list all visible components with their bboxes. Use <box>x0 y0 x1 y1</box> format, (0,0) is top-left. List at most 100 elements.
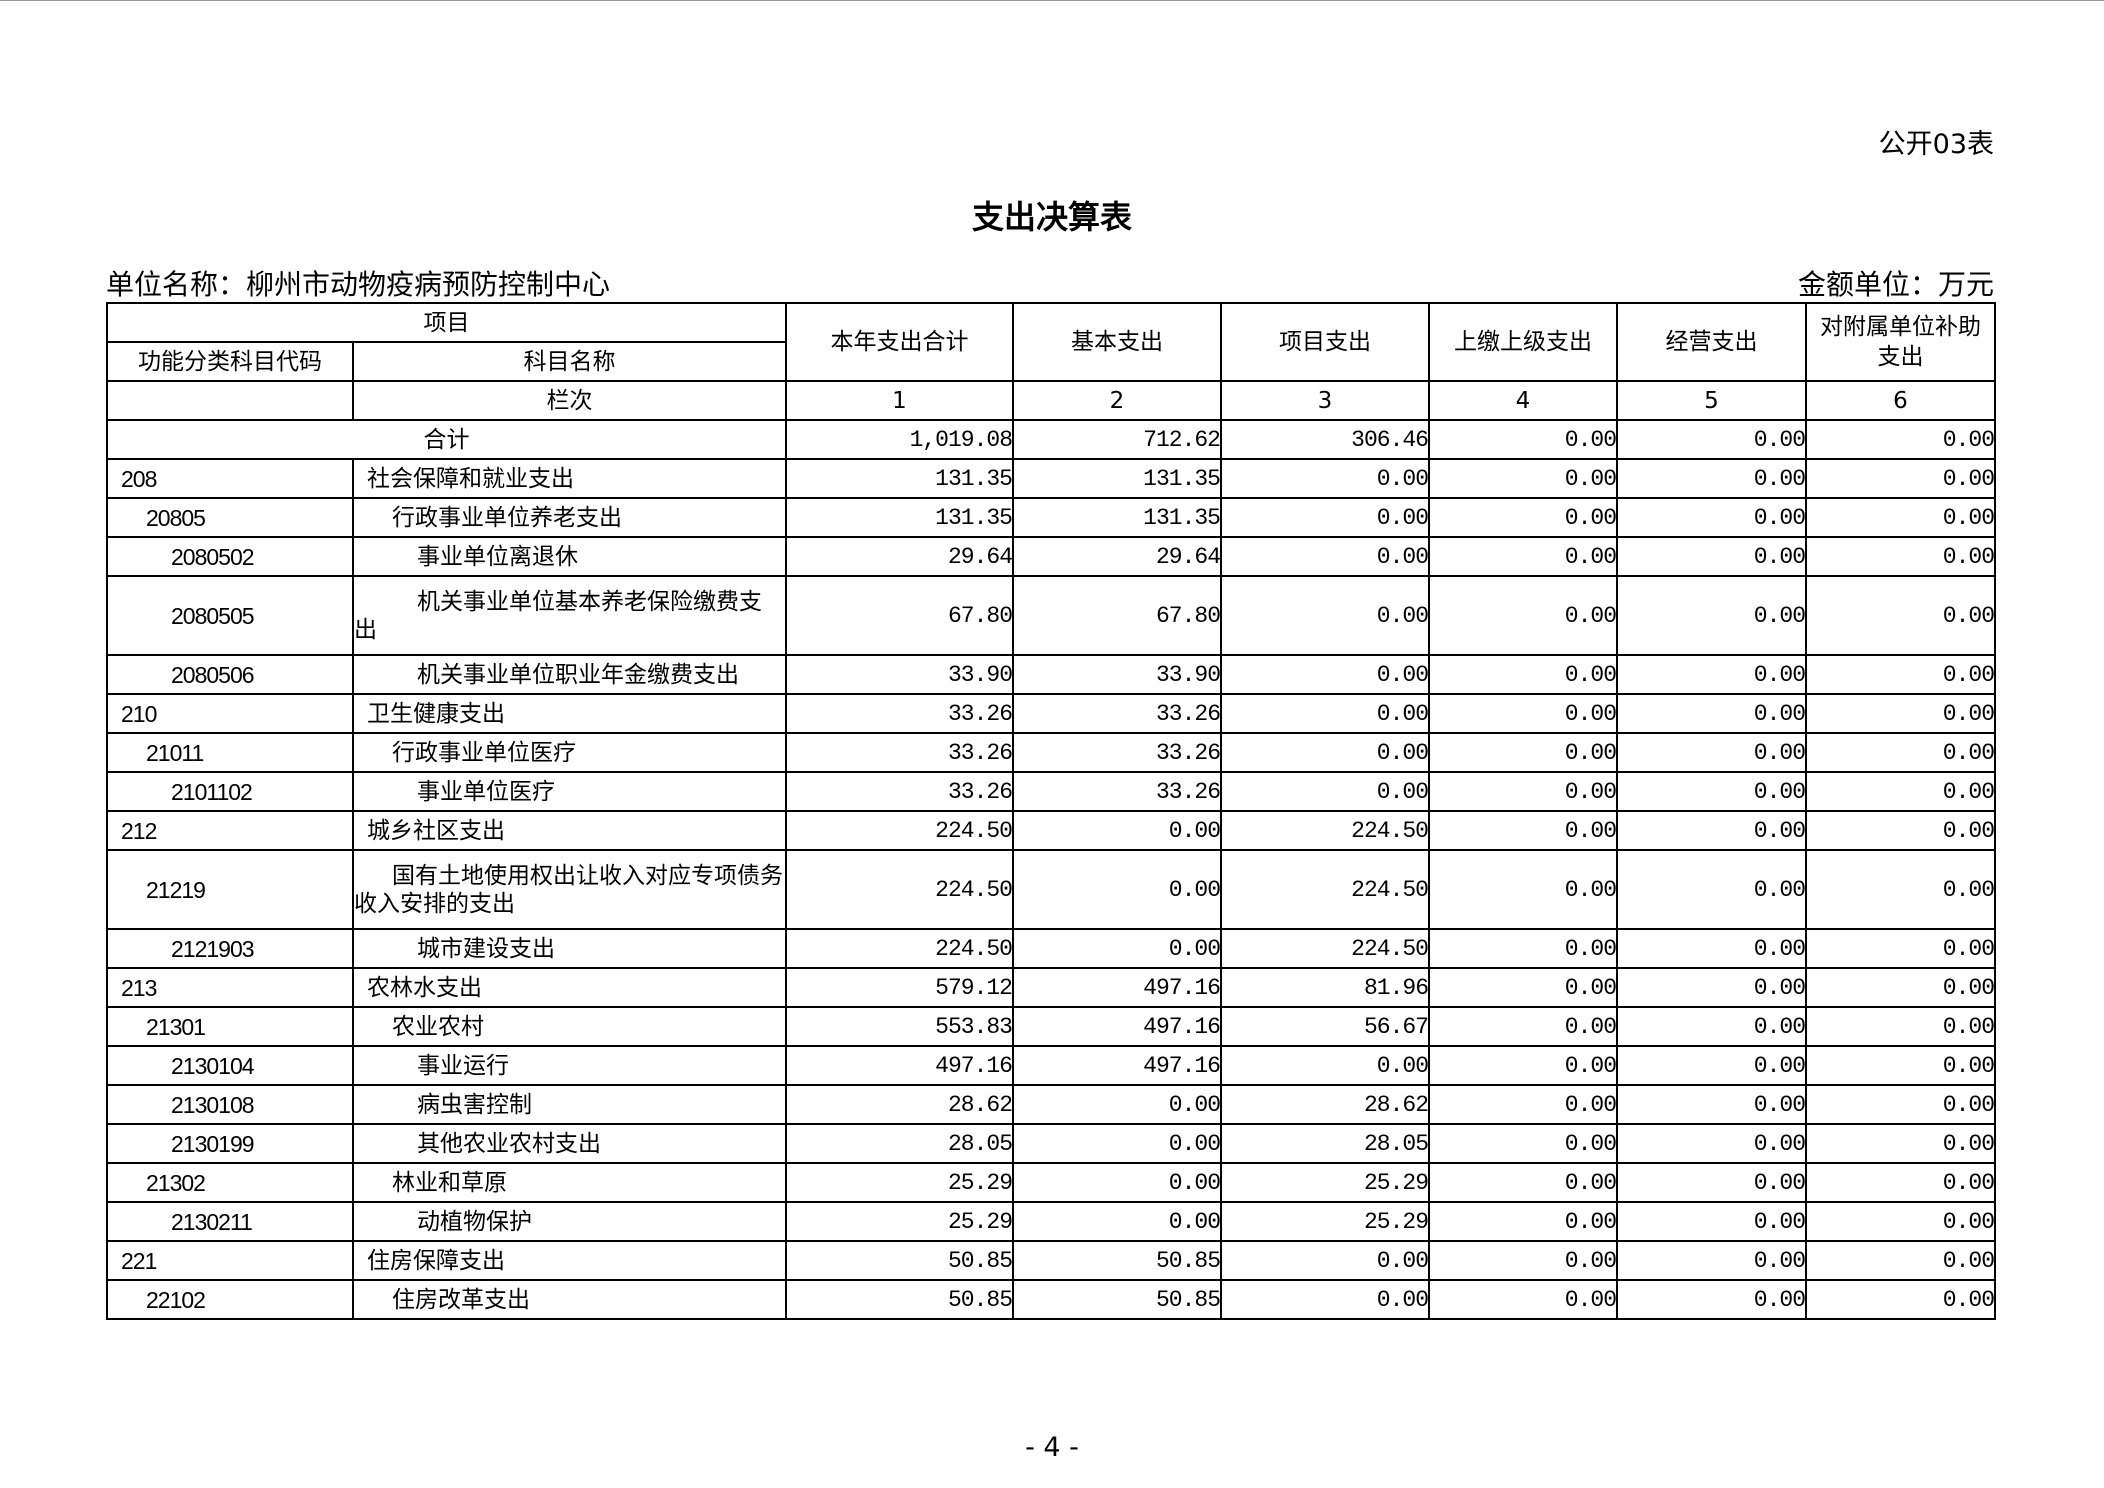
row-value: 0.00 <box>1616 654 1807 695</box>
row-code: 22102 <box>106 1279 354 1320</box>
row-value: 0.00 <box>1428 1201 1618 1242</box>
total-value: 0.00 <box>1616 419 1807 460</box>
row-value: 0.00 <box>1220 732 1430 773</box>
table-row: 213 农林水支出 579.12 497.16 81.96 0.00 0.00 0.00 <box>106 967 1996 1008</box>
row-code: 2121903 <box>106 928 354 969</box>
row-value: 0.00 <box>1428 1123 1618 1164</box>
row-value: 0.00 <box>1012 810 1222 851</box>
row-value: 0.00 <box>1428 575 1618 656</box>
seq-6: 6 <box>1805 380 1996 421</box>
row-value: 0.00 <box>1616 1045 1807 1086</box>
header-col-3: 项目支出 <box>1220 302 1430 382</box>
row-value: 0.00 <box>1012 1201 1222 1242</box>
row-value: 0.00 <box>1616 1006 1807 1047</box>
table-row: 212 城乡社区支出 224.50 0.00 224.50 0.00 0.00 0.00 <box>106 810 1996 851</box>
row-value: 0.00 <box>1805 732 1996 773</box>
row-name: 行政事业单位医疗 <box>352 732 787 773</box>
row-value: 0.00 <box>1616 693 1807 734</box>
header-col-5: 经营支出 <box>1616 302 1807 382</box>
header-item: 项目 <box>106 302 787 343</box>
expenditure-table: 项目 本年支出合计 基本支出 项目支出 上缴上级支出 经营支出 对附属单位补助支… <box>106 302 1996 1320</box>
row-name: 农业农村 <box>352 1006 787 1047</box>
row-value: 0.00 <box>1805 1084 1996 1125</box>
row-value: 0.00 <box>1428 654 1618 695</box>
row-value: 0.00 <box>1428 693 1618 734</box>
row-value: 33.26 <box>785 732 1014 773</box>
row-value: 67.80 <box>1012 575 1222 656</box>
table-row: 21011 行政事业单位医疗 33.26 33.26 0.00 0.00 0.00 0.00 <box>106 732 1996 773</box>
row-value: 0.00 <box>1805 1240 1996 1281</box>
row-code: 21301 <box>106 1006 354 1047</box>
table-row: 2130211 动植物保护 25.29 0.00 25.29 0.00 0.00 0.00 <box>106 1201 1996 1242</box>
table-row: 2080502 事业单位离退休 29.64 29.64 0.00 0.00 0.00 0.00 <box>106 536 1996 577</box>
row-value: 0.00 <box>1616 967 1807 1008</box>
page-number: - 4 - <box>1025 1432 1079 1463</box>
row-name: 城乡社区支出 <box>352 810 787 851</box>
row-value: 0.00 <box>1428 1006 1618 1047</box>
seq-4: 4 <box>1428 380 1618 421</box>
row-value: 224.50 <box>1220 810 1430 851</box>
row-value: 497.16 <box>1012 967 1222 1008</box>
header-row-2: 功能分类科目代码 科目名称 <box>106 341 1995 382</box>
row-value: 131.35 <box>1012 497 1222 538</box>
row-value: 0.00 <box>1805 1123 1996 1164</box>
row-value: 0.00 <box>1805 654 1996 695</box>
row-value: 0.00 <box>1012 1123 1222 1164</box>
row-value: 81.96 <box>1220 967 1430 1008</box>
header-row-1: 项目 本年支出合计 基本支出 项目支出 上缴上级支出 经营支出 对附属单位补助支… <box>106 302 1996 382</box>
row-value: 0.00 <box>1220 693 1430 734</box>
row-value: 33.26 <box>785 771 1014 812</box>
row-value: 0.00 <box>1805 536 1996 577</box>
table-row: 221 住房保障支出 50.85 50.85 0.00 0.00 0.00 0.00 <box>106 1240 1996 1281</box>
form-number: 公开03表 <box>1878 129 1994 160</box>
row-value: 0.00 <box>1805 497 1996 538</box>
row-value: 33.26 <box>1012 771 1222 812</box>
row-value: 0.00 <box>1220 1279 1430 1320</box>
row-value: 50.85 <box>1012 1240 1222 1281</box>
row-value: 28.05 <box>1220 1123 1430 1164</box>
row-value: 25.29 <box>1220 1162 1430 1203</box>
row-value: 0.00 <box>1220 654 1430 695</box>
seq-row: 栏次 1 2 3 4 5 6 <box>106 380 1996 421</box>
row-name: 城市建设支出 <box>352 928 787 969</box>
row-name: 卫生健康支出 <box>352 693 787 734</box>
row-value: 0.00 <box>1428 732 1618 773</box>
row-value: 224.50 <box>1220 928 1430 969</box>
row-name: 国有土地使用权出让收入对应专项债务收入安排的支出 <box>352 849 787 930</box>
table-row: 2130108 病虫害控制 28.62 0.00 28.62 0.00 0.00 0.00 <box>106 1084 1996 1125</box>
header-col-2: 基本支出 <box>1012 302 1222 382</box>
row-code: 2130104 <box>106 1045 354 1086</box>
row-value: 0.00 <box>1220 1045 1430 1086</box>
row-code: 221 <box>106 1240 354 1281</box>
row-name: 事业单位离退休 <box>352 536 787 577</box>
row-name: 动植物保护 <box>352 1201 787 1242</box>
header-col-6: 对附属单位补助支出 <box>1805 302 1996 382</box>
row-name: 机关事业单位基本养老保险缴费支出 <box>352 575 787 656</box>
row-code: 20805 <box>106 497 354 538</box>
row-value: 0.00 <box>1616 771 1807 812</box>
unit-name: 单位名称：柳州市动物疫病预防控制中心 <box>106 268 611 301</box>
row-name: 病虫害控制 <box>352 1084 787 1125</box>
row-value: 224.50 <box>785 849 1014 930</box>
page-top-border <box>0 0 2104 1</box>
row-value: 0.00 <box>1805 967 1996 1008</box>
row-value: 579.12 <box>785 967 1014 1008</box>
row-code: 2130211 <box>106 1201 354 1242</box>
row-code: 2130108 <box>106 1084 354 1125</box>
row-value: 0.00 <box>1805 1201 1996 1242</box>
row-value: 29.64 <box>785 536 1014 577</box>
table-row: 210 卫生健康支出 33.26 33.26 0.00 0.00 0.00 0.00 <box>106 693 1996 734</box>
row-value: 25.29 <box>785 1162 1014 1203</box>
header-col-1: 本年支出合计 <box>785 302 1014 382</box>
row-value: 33.26 <box>1012 693 1222 734</box>
row-value: 0.00 <box>1616 1084 1807 1125</box>
row-value: 0.00 <box>1220 1240 1430 1281</box>
row-value: 0.00 <box>1220 575 1430 656</box>
row-value: 497.16 <box>1012 1045 1222 1086</box>
row-value: 0.00 <box>1616 536 1807 577</box>
row-name: 农林水支出 <box>352 967 787 1008</box>
row-name: 行政事业单位养老支出 <box>352 497 787 538</box>
row-value: 0.00 <box>1616 810 1807 851</box>
row-value: 67.80 <box>785 575 1014 656</box>
seq-empty <box>106 380 354 421</box>
